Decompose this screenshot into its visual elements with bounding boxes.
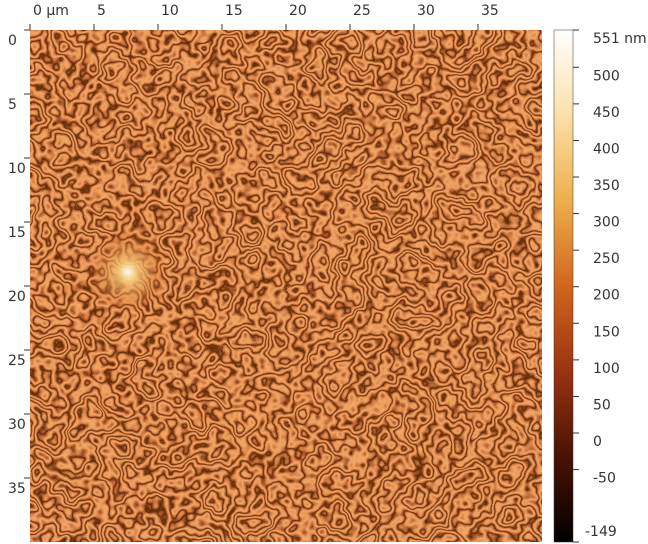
colorbar-label: 450	[593, 105, 620, 121]
x-tick-label: 15	[225, 3, 243, 19]
y-tick-label: 35	[8, 481, 26, 497]
y-tick-label: 5	[8, 97, 17, 113]
x-tick-label: 10	[161, 3, 179, 19]
x-tick-label: 5	[97, 3, 106, 19]
colorbar-label: -50	[593, 471, 616, 487]
colorbar-label: 200	[593, 288, 620, 304]
afm-image	[30, 30, 542, 542]
y-tick-label: 30	[8, 417, 26, 433]
x-tick-label: 0 μm	[33, 3, 69, 19]
colorbar-label: 300	[593, 215, 620, 231]
x-tick-label: 35	[481, 3, 499, 19]
colorbar-label: 100	[593, 361, 620, 377]
colorbar-label: -149	[585, 524, 617, 540]
colorbar-label: 400	[593, 141, 620, 157]
bright-spot	[88, 232, 168, 312]
y-tick-label: 10	[8, 161, 26, 177]
colorbar-label: 500	[593, 68, 620, 84]
colorbar-label: 350	[593, 178, 620, 194]
y-tick-label: 25	[8, 353, 26, 369]
x-tick-label: 25	[353, 3, 371, 19]
colorbar-label: 250	[593, 251, 620, 267]
colorbar-label: 551 nm	[593, 31, 647, 47]
colorbar-label: 150	[593, 324, 620, 340]
y-tick-label: 20	[8, 289, 26, 305]
y-tick-label: 0	[8, 33, 17, 49]
x-tick-label: 30	[417, 3, 435, 19]
colorbar-label: 0	[593, 434, 602, 450]
x-tick-label: 20	[289, 3, 307, 19]
y-tick-label: 15	[8, 225, 26, 241]
colorbar	[553, 29, 574, 543]
colorbar-label: 50	[593, 397, 611, 413]
